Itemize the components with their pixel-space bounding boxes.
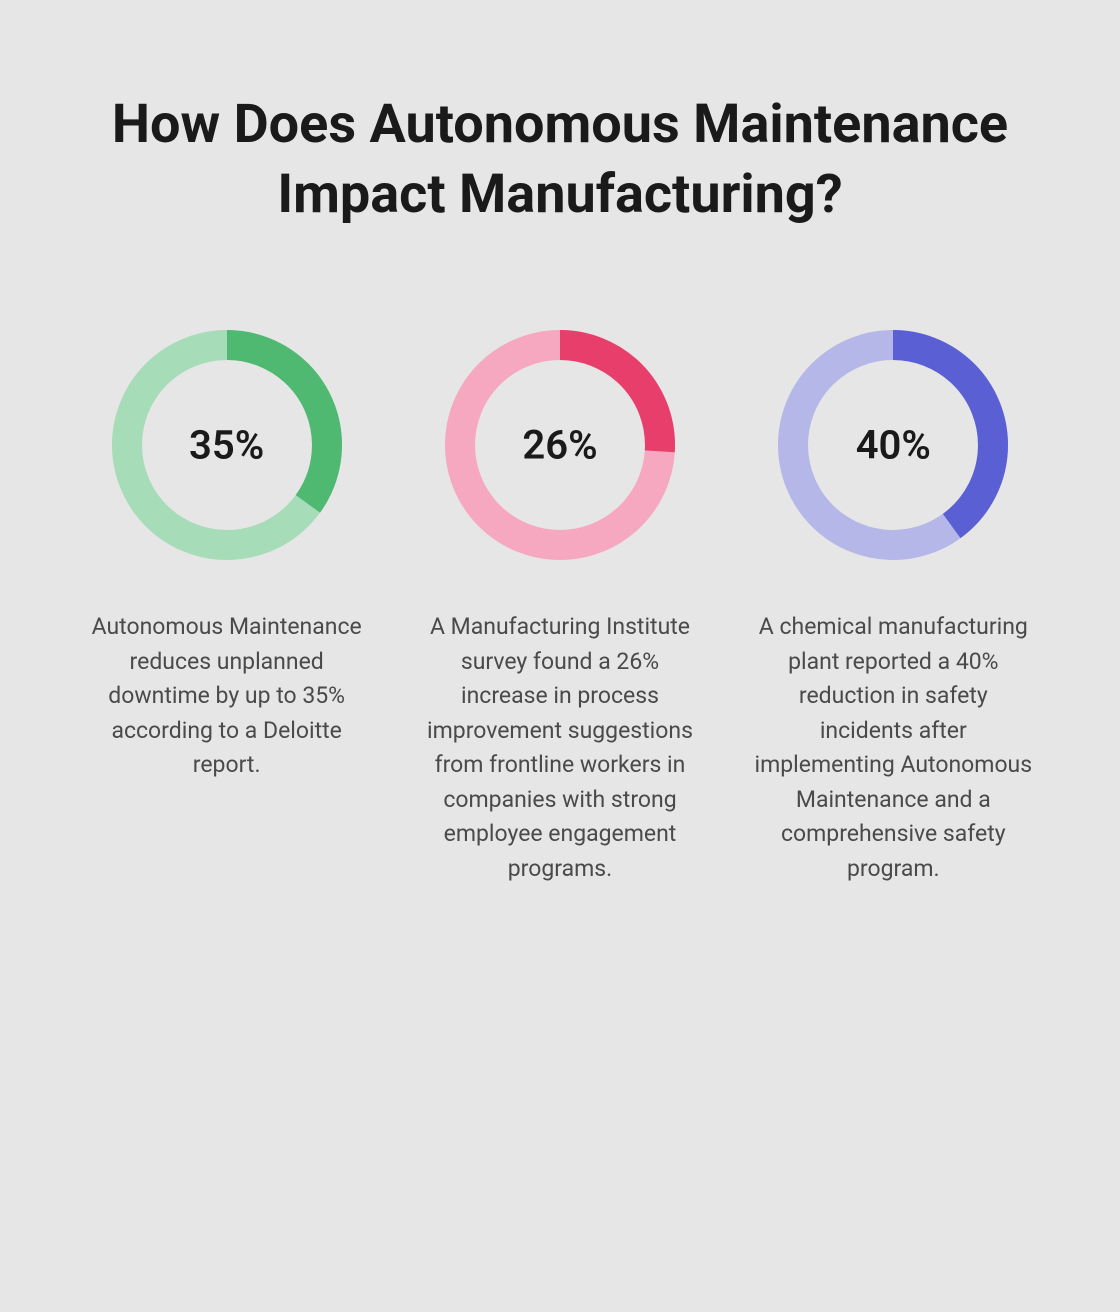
donut-label-0: 35%: [189, 422, 264, 469]
charts-row: 35% Autonomous Maintenance reduces unpla…: [80, 320, 1040, 886]
donut-label-2: 40%: [856, 422, 931, 469]
page-title: How Does Autonomous Maintenance Impact M…: [80, 90, 1040, 230]
donut-label-1: 26%: [522, 422, 597, 469]
chart-description-1: A Manufacturing Institute survey found a…: [420, 610, 700, 886]
chart-item-2: 40% A chemical manufacturing plant repor…: [747, 320, 1040, 886]
donut-chart-2: 40%: [768, 320, 1018, 570]
chart-description-0: Autonomous Maintenance reduces unplanned…: [87, 610, 367, 783]
chart-description-2: A chemical manufacturing plant reported …: [753, 610, 1033, 886]
chart-item-0: 35% Autonomous Maintenance reduces unpla…: [80, 320, 373, 886]
donut-chart-1: 26%: [435, 320, 685, 570]
chart-item-1: 26% A Manufacturing Institute survey fou…: [413, 320, 706, 886]
donut-chart-0: 35%: [102, 320, 352, 570]
